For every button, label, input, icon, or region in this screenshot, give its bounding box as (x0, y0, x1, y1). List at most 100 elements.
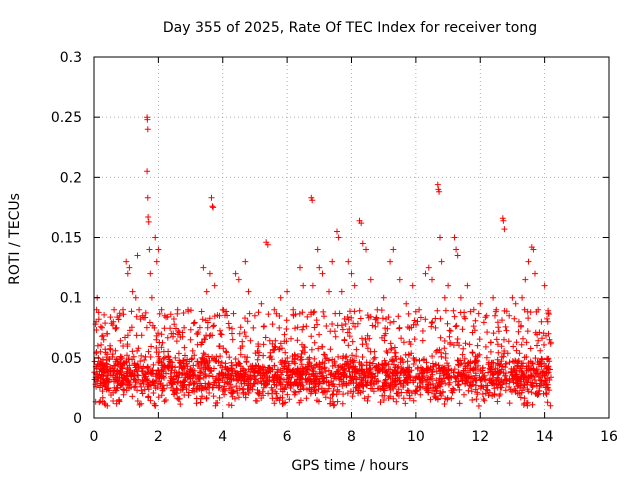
data-point (190, 362, 197, 369)
data-point (206, 364, 212, 371)
data-point (246, 310, 253, 317)
data-point (495, 324, 502, 331)
data-point (258, 395, 265, 402)
data-point (227, 381, 234, 388)
y-tick-label: 0.3 (60, 50, 82, 66)
data-point (190, 381, 197, 388)
data-point (150, 361, 157, 368)
data-point (194, 330, 200, 337)
data-point (431, 393, 438, 400)
data-point (451, 234, 458, 241)
data-point (429, 353, 436, 360)
data-point (347, 379, 354, 386)
data-point (196, 375, 203, 382)
data-point (144, 116, 151, 123)
data-point (315, 345, 322, 352)
data-point (534, 342, 540, 349)
data-point (435, 362, 442, 369)
data-point (222, 360, 229, 367)
data-point (269, 395, 276, 402)
data-point (331, 328, 338, 335)
data-point (361, 395, 368, 402)
data-point (290, 367, 297, 373)
data-point (355, 382, 362, 389)
data-point (344, 329, 351, 336)
data-point (183, 386, 190, 392)
data-point (518, 380, 525, 387)
data-point (487, 366, 494, 373)
data-point (153, 258, 160, 265)
data-point (260, 341, 267, 348)
data-point (530, 366, 537, 373)
y-tick-label: 0.25 (51, 110, 82, 126)
data-point (314, 246, 321, 253)
data-point (144, 194, 151, 201)
data-point (466, 382, 473, 389)
data-point (196, 324, 203, 331)
data-point (481, 372, 488, 379)
data-point (524, 328, 531, 335)
data-point (267, 349, 274, 356)
data-point (140, 372, 147, 379)
data-point (216, 343, 223, 350)
data-point (412, 390, 419, 397)
data-point (232, 270, 239, 277)
data-point (445, 362, 452, 369)
data-point (536, 382, 543, 389)
data-point (477, 300, 484, 307)
data-point (518, 341, 525, 348)
data-point (422, 316, 429, 323)
data-point (495, 328, 502, 335)
data-point (158, 344, 165, 351)
data-point (512, 300, 519, 307)
data-point (518, 360, 525, 367)
data-point (93, 365, 100, 372)
data-point (434, 395, 441, 402)
data-point (111, 378, 117, 385)
data-point (352, 369, 359, 376)
data-point (329, 398, 336, 405)
data-point (446, 372, 453, 379)
data-point (250, 368, 257, 375)
data-point (471, 327, 478, 334)
data-point (542, 390, 549, 397)
data-point (452, 378, 459, 385)
data-point (218, 369, 225, 376)
data-point (369, 360, 376, 367)
data-point (529, 401, 536, 408)
data-point (182, 374, 189, 381)
data-point (145, 348, 152, 355)
data-point (296, 399, 303, 406)
data-point (97, 366, 104, 373)
data-point (187, 326, 194, 333)
data-point (364, 397, 371, 404)
data-point (226, 324, 233, 331)
data-point (534, 359, 541, 365)
data-point (414, 373, 421, 380)
data-point (345, 342, 352, 349)
data-point (308, 311, 315, 318)
data-point (210, 384, 217, 391)
data-point (200, 264, 207, 271)
data-point (419, 337, 426, 344)
data-point (521, 306, 528, 313)
data-point (276, 324, 283, 331)
data-point (181, 378, 188, 385)
data-point (426, 376, 433, 383)
data-point (396, 276, 403, 283)
data-point (342, 354, 349, 361)
data-point (405, 310, 412, 317)
data-point (129, 371, 136, 378)
data-point (372, 323, 379, 330)
data-point (375, 378, 382, 385)
data-point (434, 307, 441, 314)
data-point (328, 371, 335, 378)
data-point (101, 311, 108, 318)
data-point (379, 361, 386, 367)
data-point (395, 386, 402, 393)
data-point (128, 384, 135, 391)
data-point (387, 258, 394, 265)
data-point (211, 322, 217, 329)
data-point (336, 381, 343, 388)
data-point (149, 322, 156, 329)
